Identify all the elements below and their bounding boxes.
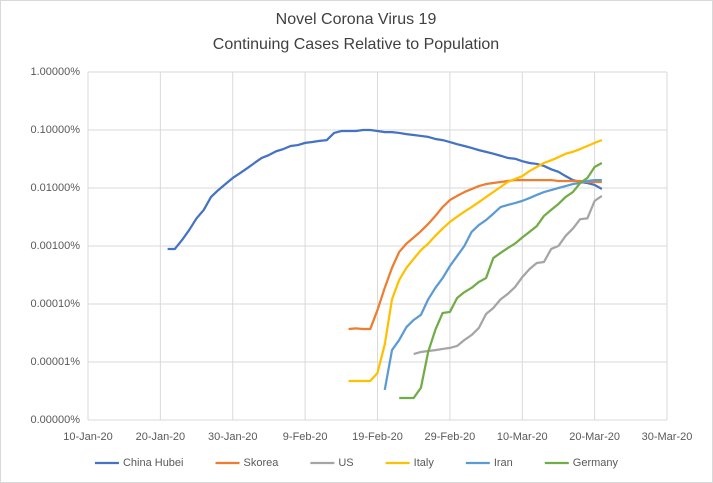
legend-item: Italy bbox=[385, 457, 435, 469]
x-tick-label: 29-Feb-20 bbox=[424, 431, 475, 443]
series-line bbox=[348, 139, 603, 383]
series-line bbox=[348, 178, 602, 331]
legend-item: Skorea bbox=[215, 457, 280, 469]
x-tick-label: 19-Feb-20 bbox=[352, 431, 403, 443]
x-tick-label: 9-Feb-20 bbox=[283, 431, 328, 443]
legend-label: Iran bbox=[494, 457, 513, 469]
y-tick-label: 1.00000% bbox=[30, 66, 80, 78]
series-line bbox=[167, 128, 603, 251]
legend-label: US bbox=[338, 457, 353, 469]
legend-label: Germany bbox=[573, 457, 619, 469]
y-tick-label: 0.00010% bbox=[30, 298, 80, 310]
legend-label: Skorea bbox=[244, 457, 280, 469]
x-tick-label: 10-Jan-20 bbox=[63, 431, 113, 443]
series-line bbox=[383, 178, 602, 391]
x-tick-label: 20-Jan-20 bbox=[136, 431, 186, 443]
legend-item: Iran bbox=[465, 457, 513, 469]
legend-label: China Hubei bbox=[123, 457, 184, 469]
chart-title: Novel Corona Virus 19 bbox=[276, 11, 437, 28]
legend-item: Germany bbox=[544, 457, 619, 469]
y-tick-label: 0.00001% bbox=[30, 356, 80, 368]
y-tick-label: 0.01000% bbox=[30, 182, 80, 194]
x-tick-label: 20-Mar-20 bbox=[569, 431, 620, 443]
y-tick-label: 0.00000% bbox=[30, 414, 80, 426]
y-tick-label: 0.10000% bbox=[30, 124, 80, 136]
series-line bbox=[399, 161, 603, 400]
x-tick-label: 30-Jan-20 bbox=[208, 431, 258, 443]
chart-subtitle: Continuing Cases Relative to Population bbox=[213, 36, 499, 53]
x-tick-label: 10-Mar-20 bbox=[497, 431, 548, 443]
x-tick-label: 30-Mar-20 bbox=[642, 431, 693, 443]
legend: China Hubei Skorea US Italy Iran Germany bbox=[94, 457, 619, 469]
legend-item: US bbox=[310, 457, 354, 469]
legend-item: China Hubei bbox=[94, 457, 184, 469]
series-line bbox=[413, 195, 603, 356]
legend-label: Italy bbox=[414, 457, 435, 469]
y-tick-label: 0.00100% bbox=[30, 240, 80, 252]
